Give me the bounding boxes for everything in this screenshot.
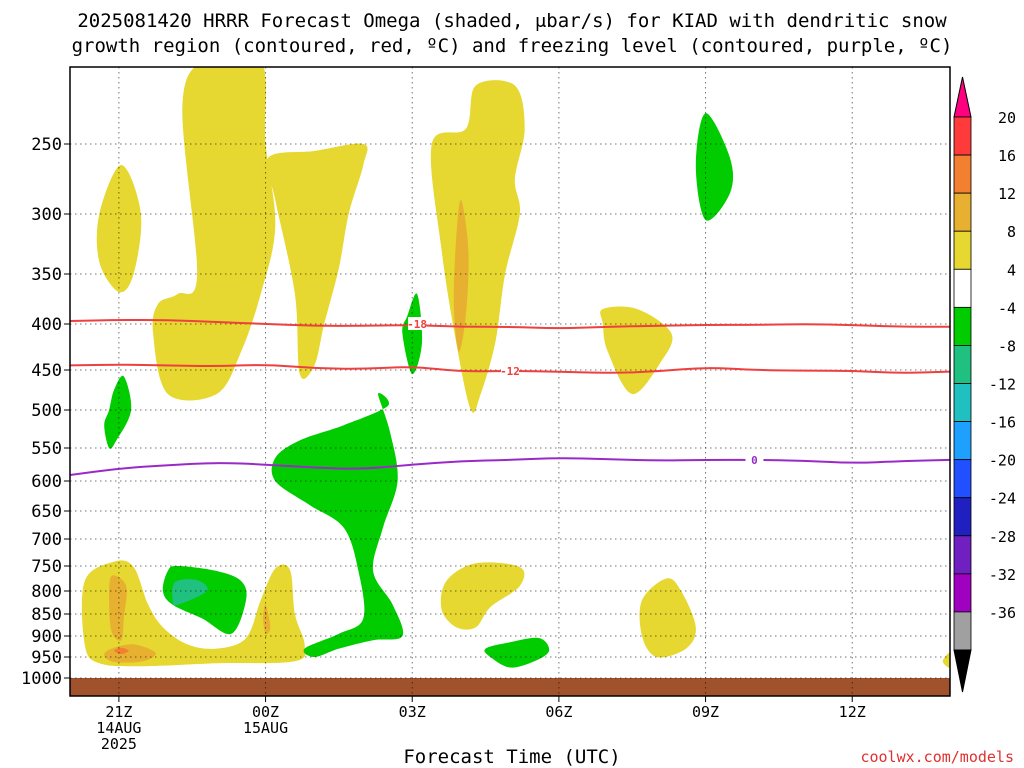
colorbar-swatch (953, 573, 972, 613)
colorbar-label: 8 (1007, 223, 1016, 241)
y-tick-label: 850 (31, 605, 62, 625)
colorbar-swatch (953, 306, 972, 346)
colorbar-bottom-arrow (953, 649, 972, 693)
y-tick-label: 700 (31, 530, 62, 550)
colorbar-label: -24 (989, 490, 1016, 508)
omega-region-neg4-15 (402, 293, 423, 375)
colorbar-label: -16 (989, 414, 1016, 432)
y-tick-label: 600 (31, 472, 62, 492)
y-tick-label: 400 (31, 315, 62, 335)
y-tick-label: 550 (31, 439, 62, 459)
isotherm-neg12 (70, 363, 950, 374)
colorbar-swatch (953, 611, 972, 651)
y-tick-label: 650 (31, 502, 62, 522)
x-tick-label: 12Z (839, 703, 866, 721)
site-credit: coolwx.com/models (860, 748, 1014, 766)
chart-title-line-1: 2025081420 HRRR Forecast Omega (shaded, … (77, 10, 947, 32)
colorbar-swatch (953, 230, 972, 270)
omega-region-8-10 (453, 199, 469, 352)
isotherm-label-bg (501, 363, 519, 377)
colorbar-swatch (953, 192, 972, 232)
colorbar-label: -8 (998, 337, 1016, 355)
colorbar-label: -28 (989, 528, 1016, 546)
colorbar-label: -20 (989, 452, 1016, 470)
y-tick-label: 1000 (21, 669, 62, 689)
omega-region-neg4-14 (695, 113, 734, 221)
x-tick-sublabel: 15AUG (243, 719, 288, 737)
x-axis-label: Forecast Time (UTC) (403, 746, 621, 768)
x-tick-label: 21Z (105, 703, 132, 721)
y-tick-label: 500 (31, 401, 62, 421)
colorbar-label: 20 (998, 109, 1016, 127)
omega-region-12-13 (114, 647, 129, 655)
isotherm-label: 0 (751, 454, 758, 467)
omega-region-4-6 (440, 562, 525, 630)
colorbar-top-arrow (953, 76, 972, 118)
chart-title-line-2: growth region (contoured, red, ºC) and f… (71, 35, 953, 57)
x-tick-label: 06Z (545, 703, 572, 721)
omega-region-4-7 (639, 578, 696, 658)
isotherm-label-bg (408, 317, 427, 330)
x-tick-sublabel: 14AUG (96, 719, 141, 737)
colorbar-swatch (953, 383, 972, 422)
isotherm-0 (70, 457, 950, 477)
colorbar-swatch (953, 535, 972, 575)
omega-region-neg4-16 (104, 375, 132, 449)
plot-frame (69, 66, 951, 697)
omega-region-4-8 (942, 652, 950, 668)
isotherm-label-bg (745, 452, 764, 466)
colorbar-label: -32 (989, 566, 1016, 584)
omega-region-4-2 (265, 143, 368, 379)
isotherm-neg18 (70, 318, 950, 330)
isotherm-label: -18 (407, 318, 427, 331)
omega-region-8-11 (263, 604, 271, 635)
y-tick-label: 250 (31, 135, 62, 155)
colorbar-swatch (953, 116, 972, 156)
colorbar-swatch (953, 154, 972, 194)
omega-region-neg8-20 (172, 579, 208, 606)
y-tick-label: 900 (31, 627, 62, 647)
colorbar-swatch (953, 345, 972, 384)
colorbar-swatch (953, 421, 972, 461)
x-tick-label: 03Z (399, 703, 426, 721)
omega-region-8-9 (109, 575, 127, 641)
colorbar-label: 12 (998, 185, 1016, 203)
colorbar-swatch (953, 497, 972, 537)
plot-area: -18 -12 0 (70, 67, 950, 696)
colorbar-label: -36 (989, 604, 1016, 622)
y-tick-label: 450 (31, 361, 62, 381)
colorbar-swatch (953, 268, 972, 308)
colorbar-label: 16 (998, 147, 1016, 165)
ground-fill (70, 678, 950, 696)
omega-region-4-1 (152, 67, 276, 401)
omega-region-4-4 (600, 306, 673, 395)
y-tick-label: 750 (31, 557, 62, 577)
colorbar-label: -12 (989, 376, 1016, 394)
x-tick-label: 09Z (692, 703, 719, 721)
omega-region-neg4-19 (484, 637, 550, 668)
omega-region-4-3 (430, 80, 525, 413)
isotherm-label: -12 (500, 365, 520, 378)
y-tick-label: 350 (31, 265, 62, 285)
omega-region-4-0 (96, 165, 142, 293)
colorbar-label: -4 (998, 299, 1016, 317)
x-tick-sublabel: 2025 (101, 735, 137, 753)
y-tick-label: 950 (31, 648, 62, 668)
colorbar-swatch (953, 459, 972, 499)
omega-region-4-5 (81, 560, 306, 667)
y-tick-label: 800 (31, 582, 62, 602)
colorbar-label: 4 (1007, 261, 1016, 279)
y-tick-label: 300 (31, 205, 62, 225)
x-tick-label: 00Z (252, 703, 279, 721)
